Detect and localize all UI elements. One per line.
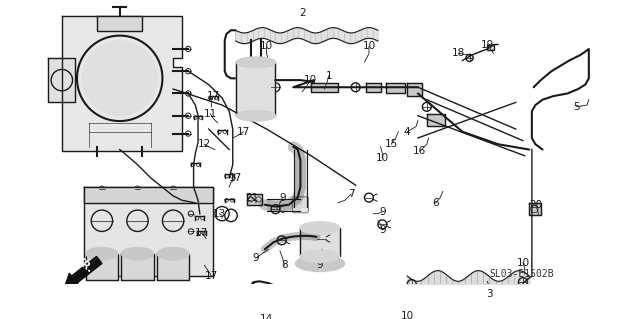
Text: 12: 12	[198, 139, 211, 149]
Polygon shape	[62, 16, 182, 151]
Text: 10: 10	[303, 75, 317, 85]
Text: 14: 14	[260, 314, 273, 319]
Text: 11: 11	[204, 109, 217, 119]
Polygon shape	[84, 187, 213, 276]
Polygon shape	[247, 194, 262, 205]
Ellipse shape	[157, 248, 189, 260]
Text: 6: 6	[433, 198, 439, 208]
Text: 1: 1	[326, 71, 332, 81]
Text: 9: 9	[317, 260, 323, 270]
FancyArrow shape	[65, 256, 102, 287]
Text: 4: 4	[404, 127, 410, 137]
Polygon shape	[236, 62, 275, 116]
Text: 21: 21	[245, 193, 258, 203]
Text: 17: 17	[207, 91, 220, 101]
Text: 17: 17	[237, 127, 250, 137]
Polygon shape	[311, 83, 338, 92]
Text: 9: 9	[279, 193, 286, 203]
Text: 10: 10	[260, 41, 273, 51]
Polygon shape	[427, 114, 445, 126]
Ellipse shape	[86, 248, 118, 260]
Text: 7: 7	[348, 189, 355, 199]
Text: 17: 17	[205, 271, 218, 281]
Ellipse shape	[236, 57, 275, 68]
Text: 8: 8	[281, 260, 288, 270]
Text: 3: 3	[486, 289, 492, 299]
Text: 16: 16	[413, 146, 426, 156]
Text: 15: 15	[385, 139, 398, 149]
Polygon shape	[84, 187, 213, 203]
Circle shape	[83, 41, 157, 116]
Polygon shape	[300, 228, 340, 256]
Polygon shape	[122, 254, 154, 280]
Text: FR.: FR.	[74, 256, 94, 275]
Text: 17: 17	[229, 173, 242, 183]
Text: 17: 17	[195, 228, 208, 238]
FancyBboxPatch shape	[292, 197, 308, 213]
Polygon shape	[407, 83, 422, 96]
Ellipse shape	[236, 110, 275, 121]
Ellipse shape	[300, 250, 340, 263]
Text: 18: 18	[452, 48, 465, 58]
Polygon shape	[366, 83, 381, 92]
Polygon shape	[386, 83, 404, 93]
Bar	[487, 45, 495, 50]
Text: 10: 10	[516, 258, 529, 268]
Text: SL03-E1502B: SL03-E1502B	[490, 269, 554, 279]
Text: 10: 10	[401, 311, 414, 319]
Polygon shape	[86, 254, 118, 280]
Text: 10: 10	[362, 41, 376, 51]
Text: 13: 13	[212, 209, 226, 219]
Polygon shape	[157, 254, 189, 280]
Text: 9: 9	[379, 207, 386, 217]
Text: 20: 20	[529, 200, 542, 210]
Text: 2: 2	[299, 8, 305, 19]
Ellipse shape	[300, 222, 340, 234]
Polygon shape	[529, 203, 541, 215]
Polygon shape	[97, 16, 142, 31]
Text: 19: 19	[481, 40, 494, 49]
Text: 10: 10	[376, 153, 389, 163]
Polygon shape	[49, 58, 75, 102]
Ellipse shape	[122, 248, 154, 260]
Text: 9: 9	[379, 225, 386, 235]
Ellipse shape	[296, 256, 344, 271]
Text: 5: 5	[573, 102, 580, 112]
Text: 9: 9	[253, 253, 259, 263]
